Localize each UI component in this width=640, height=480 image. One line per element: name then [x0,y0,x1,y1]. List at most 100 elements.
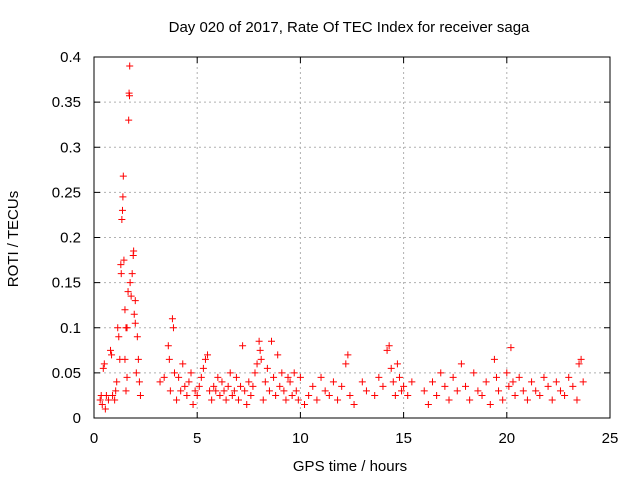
data-point [130,310,138,318]
data-point [523,396,531,404]
data-point [395,373,403,381]
data-point [251,369,259,377]
data-point [503,369,511,377]
data-point [102,391,110,399]
data-point [107,346,115,354]
x-tick-label: 5 [193,430,201,447]
data-point [470,369,478,377]
data-point [499,396,507,404]
data-point [362,387,370,395]
data-point [126,279,134,287]
data-point [191,387,199,395]
data-point [515,373,523,381]
data-point [575,360,583,368]
data-point [117,261,125,269]
data-point [400,382,408,390]
data-point [445,396,453,404]
data-point [278,369,286,377]
data-point [433,391,441,399]
data-point [197,373,205,381]
data-point [187,369,195,377]
data-point [165,355,173,363]
data-point [268,337,276,345]
data-point [132,369,140,377]
data-point [393,360,401,368]
data-point [334,396,342,404]
data-point [509,378,517,386]
data-point [284,373,292,381]
data-point [424,400,432,408]
data-point [199,364,207,372]
y-tick-label: 0.3 [60,139,81,156]
data-point [181,382,189,390]
data-point [118,206,126,214]
data-point [288,391,296,399]
data-point [100,360,108,368]
x-tick-label: 20 [498,430,515,447]
data-point [222,396,230,404]
data-point [453,387,461,395]
data-point [114,324,122,332]
data-point [270,373,278,381]
data-point [490,355,498,363]
data-point [309,382,317,390]
data-point [98,400,106,408]
data-point [420,387,428,395]
data-point [495,387,503,395]
data-point [216,391,224,399]
data-point [255,337,263,345]
data-point [220,387,228,395]
data-point [109,391,117,399]
data-point [579,378,587,386]
data-point [245,378,253,386]
data-point [256,346,264,354]
data-point [292,387,300,395]
data-point [261,378,269,386]
data-point [532,387,540,395]
data-point [462,382,470,390]
data-point [126,62,134,70]
data-point [249,382,257,390]
data-point [276,382,284,390]
data-point [96,396,104,404]
data-point [259,396,267,404]
data-point [408,378,416,386]
data-point [234,396,242,404]
data-point [387,364,395,372]
data-point [131,319,139,327]
data-point [189,400,197,408]
data-point [556,387,564,395]
data-point [243,400,251,408]
data-point [208,396,216,404]
data-point [164,342,172,350]
data-point [389,378,397,386]
data-point [253,360,261,368]
data-points [96,62,587,413]
data-point [173,396,181,404]
y-tick-label: 0.25 [52,184,81,201]
data-point [166,387,174,395]
data-point [375,373,383,381]
data-point [573,396,581,404]
data-point [224,382,232,390]
data-point [239,342,247,350]
data-point [228,391,236,399]
data-point [379,382,387,390]
data-point [383,346,391,354]
data-point [329,378,337,386]
x-tick-label: 25 [602,430,619,447]
data-point [241,387,249,395]
data-point [492,373,500,381]
y-tick-label: 0.2 [60,230,81,247]
data-point [342,360,350,368]
x-axis-title: GPS time / hours [293,458,407,475]
data-point [391,391,399,399]
data-point [385,342,393,350]
chart-title: Day 020 of 2017, Rate Of TEC Index for r… [169,19,530,36]
data-point [282,396,290,404]
data-point [577,355,585,363]
data-point [122,324,130,332]
data-point [561,391,569,399]
